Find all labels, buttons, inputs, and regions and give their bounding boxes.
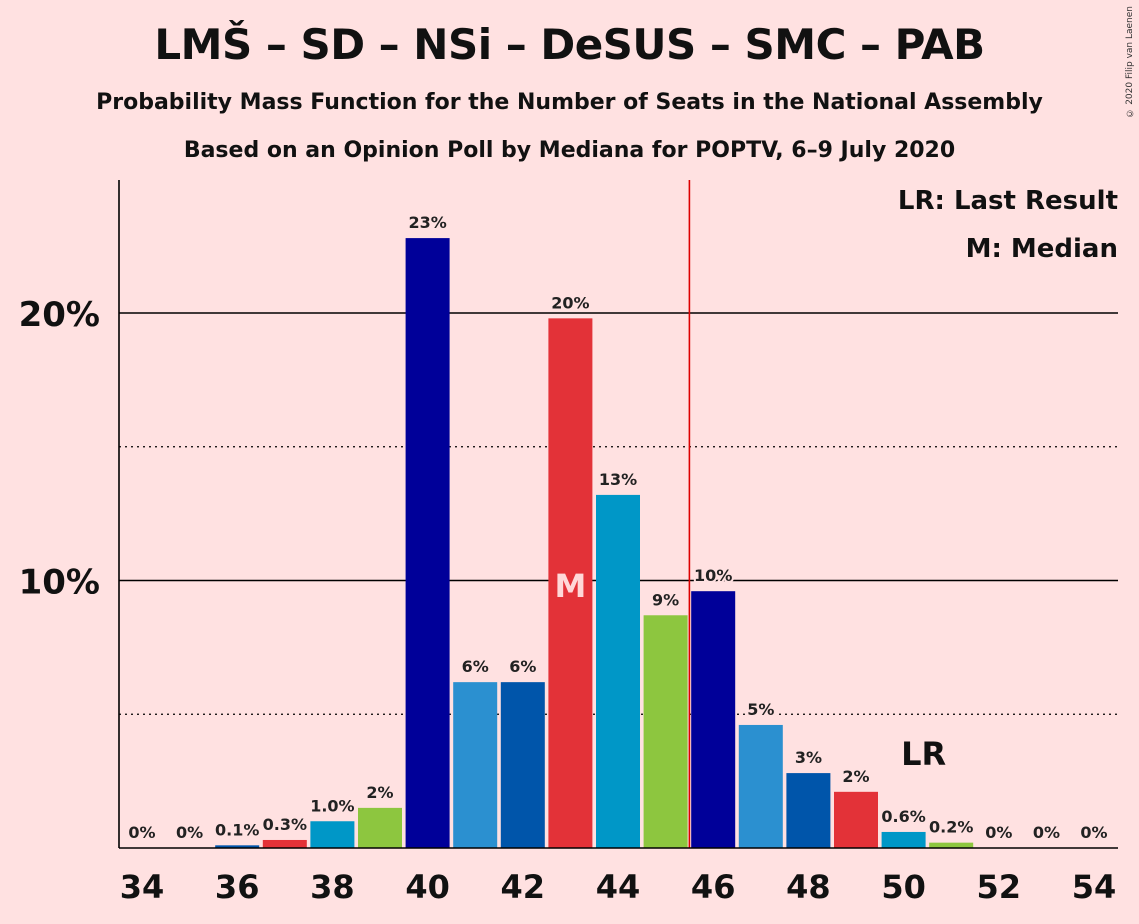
last-result-marker: LR [901, 735, 946, 773]
data-label: 0.1% [215, 820, 259, 839]
bar [643, 615, 688, 848]
data-label: 0.2% [929, 818, 973, 837]
x-tick-label: 48 [786, 868, 831, 906]
data-label: 6% [462, 657, 489, 676]
bar [834, 791, 878, 848]
legend-median: M: Median [966, 234, 1118, 264]
y-tick-label: 10% [19, 563, 100, 603]
data-label: 2% [842, 767, 869, 786]
bar [596, 494, 640, 848]
bar [786, 773, 831, 848]
bar [310, 821, 355, 848]
data-label: 20% [551, 293, 589, 312]
x-tick-label: 38 [310, 868, 355, 906]
x-tick-label: 44 [596, 868, 641, 906]
data-label: 0% [985, 823, 1012, 842]
x-tick-label: 46 [691, 868, 736, 906]
bar [881, 831, 926, 848]
data-label: 0% [128, 823, 155, 842]
data-label: 0.3% [263, 815, 307, 834]
x-tick-label: 36 [215, 868, 260, 906]
bar [929, 842, 974, 848]
data-label: 3% [795, 748, 822, 767]
median-marker: M [554, 567, 586, 605]
bar [691, 591, 736, 848]
chart-subtitle-1: Probability Mass Function for the Number… [96, 90, 1043, 115]
bar [262, 839, 307, 848]
bar [738, 724, 783, 848]
x-tick-label: 52 [977, 868, 1022, 906]
x-tick-label: 50 [881, 868, 926, 906]
bar [405, 238, 450, 849]
data-label: 9% [652, 590, 679, 609]
bar [453, 682, 498, 848]
data-label: 0.6% [881, 807, 925, 826]
data-label: 23% [408, 213, 446, 232]
legend-last-result: LR: Last Result [898, 186, 1118, 216]
x-tick-label: 34 [120, 868, 165, 906]
data-label: 0% [176, 823, 203, 842]
data-label: 0% [1033, 823, 1060, 842]
data-label: 10% [694, 566, 732, 585]
x-tick-label: 42 [501, 868, 546, 906]
data-label: 1.0% [310, 796, 354, 815]
bar [358, 807, 402, 848]
data-label: 6% [509, 657, 536, 676]
bar [500, 682, 545, 848]
x-tick-label: 54 [1072, 868, 1117, 906]
bar [548, 318, 593, 849]
chart-subtitle-2: Based on an Opinion Poll by Mediana for … [183, 138, 956, 163]
chart-title: LMŠ – SD – NSi – DeSUS – SMC – PAB [154, 20, 985, 69]
bar [215, 845, 260, 848]
x-tick-label: 40 [405, 868, 450, 906]
data-label: 0% [1080, 823, 1107, 842]
data-label: 13% [599, 470, 637, 489]
y-tick-label: 20% [19, 295, 100, 335]
data-label: 2% [366, 783, 393, 802]
data-label: 5% [747, 700, 774, 719]
